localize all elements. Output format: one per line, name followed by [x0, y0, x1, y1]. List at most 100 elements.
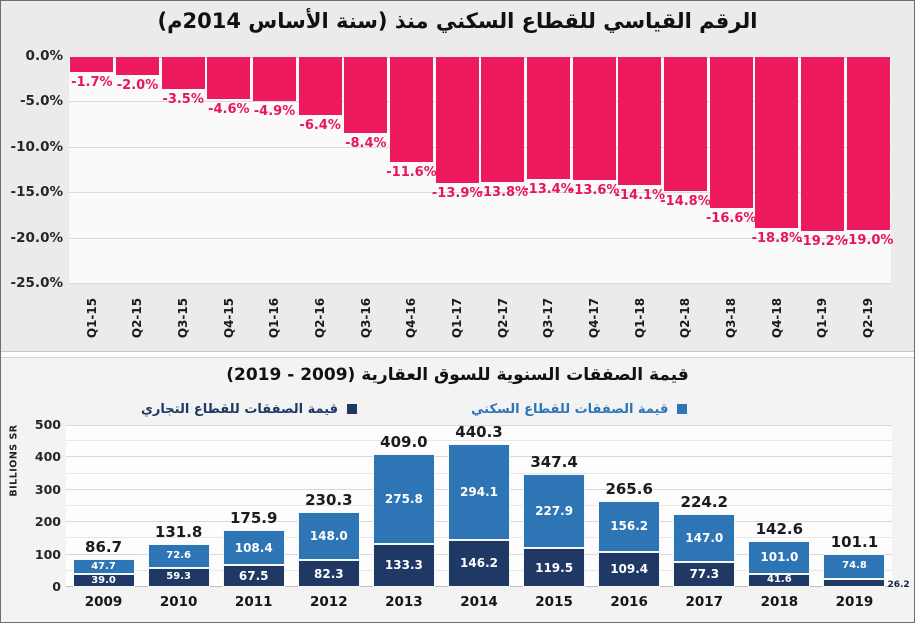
- gridline: [69, 237, 891, 239]
- legend-item-commercial: قيمة الصفقات للقطاع التجاري: [141, 398, 358, 420]
- y-tick-label: -20.0%: [10, 229, 63, 246]
- index-bar-value-label: -13.6%: [568, 183, 620, 199]
- x-tick-label-text: Q3-16: [358, 297, 373, 339]
- x-tick-label-text: Q4-17: [587, 297, 602, 339]
- commercial-segment-value: 82.3: [314, 566, 344, 581]
- legend-item-residential: قيمة الصفقات للقطاع السكني: [471, 398, 688, 420]
- x-tick-label: Q3-16: [343, 289, 389, 347]
- residential-bar-segment: [823, 554, 886, 579]
- index-bar-value-label: -14.8%: [660, 194, 711, 210]
- total-value-label: 409.0: [380, 433, 428, 452]
- total-value-label: 175.9: [229, 509, 278, 527]
- commercial-segment-value: 41.6: [767, 574, 792, 586]
- commercial-segment-value: 133.3: [384, 558, 423, 573]
- y-axis-title-text: BILLIONS SR: [8, 423, 20, 497]
- top-chart-title: الرقم القياسي للقطاع السكني منذ (سنة الأ…: [157, 9, 758, 33]
- index-bar: [572, 57, 616, 181]
- gridline: [69, 192, 891, 194]
- commercial-bar-segment: [372, 543, 435, 587]
- x-tick-label: Q2-19: [845, 289, 891, 347]
- index-bar: [70, 57, 114, 73]
- total-value-label: 230.3: [305, 491, 353, 510]
- x-tick-label: 2018: [760, 594, 799, 610]
- index-bar: [481, 57, 525, 183]
- x-tick-label-text: Q2-15: [130, 297, 145, 339]
- x-tick-label: Q1-19: [800, 289, 846, 347]
- x-tick-label: 2016: [610, 594, 648, 610]
- legend-swatch-residential-icon: [677, 404, 688, 414]
- index-bar: [253, 57, 296, 102]
- index-bar: [344, 57, 388, 134]
- total-value-label: 142.6: [755, 519, 804, 538]
- residential-segment-value: 47.7: [91, 560, 116, 572]
- index-bar-value-label: -4.6%: [208, 101, 250, 117]
- index-bar: [390, 57, 433, 163]
- commercial-segment-value: 59.3: [166, 571, 191, 583]
- total-value-label: 86.7: [85, 537, 123, 556]
- index-bar-value-label: -19.0%: [842, 232, 894, 248]
- x-tick-label-text: Q4-18: [769, 297, 784, 339]
- residential-bar-segment: [147, 544, 210, 568]
- residential-bar-segment: [673, 514, 736, 562]
- x-tick-label-text: Q1-16: [267, 297, 282, 339]
- y-tick-label: 200: [34, 514, 61, 530]
- index-bar: [664, 57, 707, 192]
- x-tick-label-text: Q1-17: [450, 297, 465, 339]
- x-tick-label: Q2-18: [663, 289, 709, 347]
- x-tick-label-text: Q1-19: [815, 297, 830, 339]
- x-tick-label: Q1-18: [617, 289, 663, 347]
- gridline: [69, 283, 891, 284]
- residential-segment-value: 227.9: [535, 504, 574, 519]
- legend-label-commercial: قيمة الصفقات للقطاع التجاري: [141, 401, 339, 417]
- index-bar-value-label: -4.9%: [253, 104, 296, 120]
- residential-bar-segment: [372, 454, 435, 544]
- x-tick-label: Q3-15: [160, 289, 206, 347]
- x-tick-label: Q4-17: [571, 289, 617, 347]
- x-tick-label-text: Q3-18: [724, 297, 739, 339]
- x-tick-label: Q1-17: [434, 289, 480, 347]
- commercial-segment-value: 67.5: [238, 569, 269, 584]
- x-tick-label-text: Q1-18: [632, 297, 647, 339]
- residential-bar-segment: [523, 474, 586, 549]
- residential-bar-segment: [598, 500, 661, 552]
- top-chart-plot-area: -1.7% -2.0% -3.5% -4.6% -4.9% -6.4% -8.4% -11.6…: [69, 57, 893, 284]
- index-bar-value-label: -1.7%: [71, 75, 113, 91]
- residential-segment-value: 101.0: [760, 550, 799, 565]
- x-tick-label-text: Q1-15: [84, 297, 99, 339]
- residential-segment-value: 147.0: [685, 531, 724, 546]
- residential-segment-value: 148.0: [309, 529, 348, 544]
- bottom-chart-plot-area: 47.7 39.0 72.6 59.3 108.4 67.5 148.0 82.3 275.8 1…: [66, 425, 910, 590]
- gridline: [66, 425, 892, 426]
- index-bar: [801, 57, 844, 232]
- gridline: [69, 57, 891, 58]
- commercial-bar-segment: [823, 578, 886, 587]
- commercial-bar-segment: [297, 560, 360, 587]
- y-tick-label: 300: [34, 481, 61, 497]
- commercial-bar-segment: [748, 573, 811, 587]
- x-tick-label: 2012: [310, 594, 348, 610]
- y-tick-label: -25.0%: [10, 275, 63, 291]
- commercial-segment-value: 119.5: [535, 560, 574, 575]
- index-bar: [161, 57, 205, 89]
- index-bar-value-label: -2.0%: [116, 78, 159, 94]
- total-value-label: 131.8: [154, 523, 203, 542]
- index-bar-value-label: -14.1%: [614, 188, 666, 204]
- x-tick-label: 2014: [460, 594, 498, 610]
- total-value-label: 101.1: [830, 533, 879, 552]
- gridline: [69, 146, 891, 148]
- commercial-bar-segment: [222, 565, 285, 587]
- index-bar: [435, 57, 479, 184]
- commercial-segment-value: 146.2: [460, 556, 498, 571]
- x-tick-label: Q2-15: [115, 289, 161, 347]
- commercial-segment-value: 39.0: [91, 574, 116, 586]
- x-tick-label-text: Q2-18: [678, 297, 693, 339]
- commercial-bar-segment: [598, 551, 661, 587]
- residential-bar-segment: [72, 558, 135, 575]
- residential-bar-segment: [748, 540, 811, 574]
- residential-segment-value: 294.1: [460, 484, 498, 499]
- index-bar: [846, 57, 890, 230]
- commercial-segment-value: 77.3: [689, 567, 720, 582]
- index-bar-value-label: -13.9%: [431, 186, 483, 202]
- x-tick-label: Q3-18: [708, 289, 754, 347]
